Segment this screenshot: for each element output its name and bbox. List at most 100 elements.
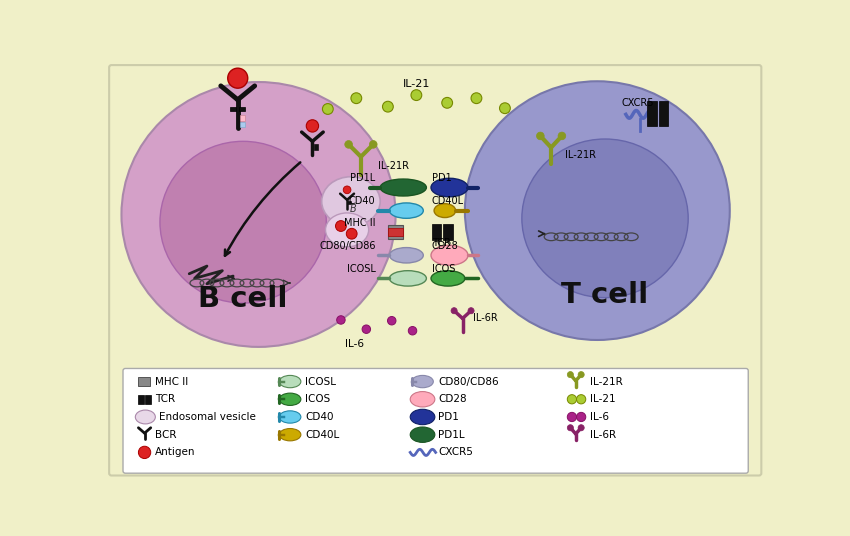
Circle shape [346,228,357,239]
Ellipse shape [411,410,435,425]
Text: IL-21R: IL-21R [565,150,596,160]
Ellipse shape [321,177,380,226]
Text: MHC II: MHC II [344,218,376,228]
Text: IL-21: IL-21 [403,79,430,90]
Circle shape [139,446,150,459]
Ellipse shape [411,392,435,407]
Text: CD28: CD28 [432,241,458,251]
Ellipse shape [431,245,468,265]
Ellipse shape [522,139,688,297]
Bar [348,200,351,204]
Text: PD1L: PD1L [438,430,465,440]
Circle shape [362,325,371,333]
Text: MHC II: MHC II [155,377,188,386]
Ellipse shape [122,82,395,347]
Text: TCR: TCR [155,394,175,404]
Circle shape [351,93,362,103]
Circle shape [388,316,396,325]
Bar [145,394,151,404]
Ellipse shape [411,375,434,388]
Text: IL-21R: IL-21R [591,377,623,386]
Text: CD80/CD86: CD80/CD86 [319,241,376,251]
Circle shape [567,371,574,378]
Bar [230,107,236,111]
Circle shape [567,412,576,422]
Text: CXCR5: CXCR5 [438,448,473,457]
Circle shape [576,394,586,404]
Circle shape [337,316,345,324]
Ellipse shape [160,142,326,303]
Ellipse shape [411,427,435,442]
Text: ICOSL: ICOSL [305,377,337,386]
Circle shape [576,412,586,422]
Bar [659,101,668,126]
Bar [432,225,441,240]
Text: Endosomal vesicle: Endosomal vesicle [159,412,256,422]
Ellipse shape [280,393,301,405]
Circle shape [536,132,544,140]
Text: T cell: T cell [561,281,649,309]
Text: PD1L: PD1L [350,173,376,183]
Ellipse shape [431,271,465,286]
Circle shape [558,132,566,140]
Text: IL-6: IL-6 [345,339,365,349]
Ellipse shape [431,178,468,197]
Text: CD40: CD40 [305,412,334,422]
Bar [648,101,656,126]
Bar [444,225,452,240]
Text: B cell: B cell [198,285,288,313]
Bar [388,225,403,239]
Text: CD40: CD40 [349,196,376,206]
Circle shape [500,103,510,114]
Text: CXCR5: CXCR5 [622,98,654,108]
Circle shape [408,326,416,335]
Circle shape [228,68,247,88]
Bar [138,394,144,404]
Circle shape [345,140,353,148]
Text: CD40L: CD40L [305,430,340,440]
Text: IL-6R: IL-6R [591,430,616,440]
Ellipse shape [280,411,301,423]
Circle shape [322,103,333,114]
Ellipse shape [380,179,427,196]
Circle shape [578,371,584,378]
Text: IL-21R: IL-21R [378,161,409,171]
Text: B: B [350,204,357,214]
Bar [314,144,318,150]
Text: ICOS: ICOS [432,264,455,274]
Circle shape [336,221,346,232]
Text: PD1: PD1 [432,173,451,183]
Ellipse shape [434,204,456,218]
Circle shape [343,186,351,193]
Ellipse shape [326,213,369,247]
Text: Antigen: Antigen [155,448,195,457]
Text: CD28: CD28 [438,394,467,404]
Circle shape [442,98,452,108]
Text: ICOS: ICOS [305,394,331,404]
Bar [240,115,246,121]
Circle shape [382,101,394,112]
Circle shape [370,140,377,148]
Ellipse shape [389,248,423,263]
Ellipse shape [389,271,427,286]
Text: PD1: PD1 [438,412,459,422]
Text: IL-6: IL-6 [591,412,609,422]
Text: ICOSL: ICOSL [347,264,376,274]
Circle shape [567,425,574,431]
Bar [388,228,403,236]
Text: CD40L: CD40L [432,196,464,206]
Circle shape [578,425,584,431]
FancyBboxPatch shape [123,368,748,473]
Circle shape [468,308,474,314]
Circle shape [306,120,319,132]
Text: IL-6R: IL-6R [473,314,498,323]
Circle shape [471,93,482,103]
Bar [240,122,246,126]
Text: TCR: TCR [432,238,450,248]
Bar [240,107,246,111]
Ellipse shape [280,375,301,388]
Ellipse shape [135,410,156,424]
Text: CD80/CD86: CD80/CD86 [438,377,499,386]
Ellipse shape [465,81,730,340]
Text: IL-21: IL-21 [591,394,616,404]
